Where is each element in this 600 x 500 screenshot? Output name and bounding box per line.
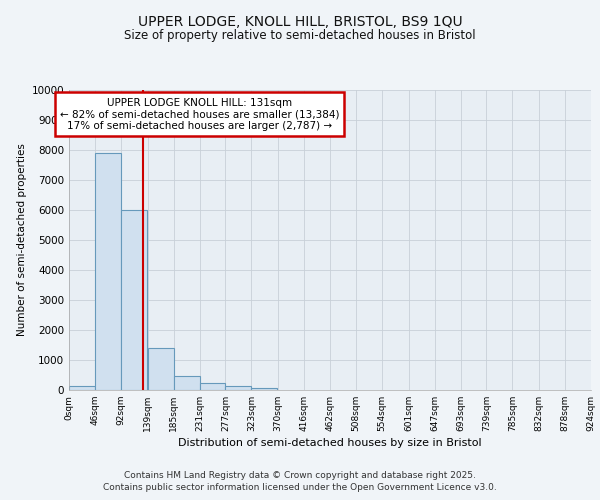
Bar (199, 384, 226, 390)
Bar (173, 376, 199, 390)
Bar (148, 348, 173, 390)
Text: Contains HM Land Registry data © Crown copyright and database right 2025.: Contains HM Land Registry data © Crown c… (124, 472, 476, 480)
Bar (95, 153, 121, 390)
Bar (121, 210, 147, 390)
X-axis label: Distribution of semi-detached houses by size in Bristol: Distribution of semi-detached houses by … (178, 438, 482, 448)
Bar (69, 386, 95, 390)
Text: Contains public sector information licensed under the Open Government Licence v3: Contains public sector information licen… (103, 483, 497, 492)
Y-axis label: Number of semi-detached properties: Number of semi-detached properties (17, 144, 28, 336)
Text: UPPER LODGE, KNOLL HILL, BRISTOL, BS9 1QU: UPPER LODGE, KNOLL HILL, BRISTOL, BS9 1Q… (137, 16, 463, 30)
Text: UPPER LODGE KNOLL HILL: 131sqm
← 82% of semi-detached houses are smaller (13,384: UPPER LODGE KNOLL HILL: 131sqm ← 82% of … (60, 98, 339, 130)
Bar (226, 386, 251, 390)
Text: Size of property relative to semi-detached houses in Bristol: Size of property relative to semi-detach… (124, 28, 476, 42)
Bar (251, 388, 277, 390)
